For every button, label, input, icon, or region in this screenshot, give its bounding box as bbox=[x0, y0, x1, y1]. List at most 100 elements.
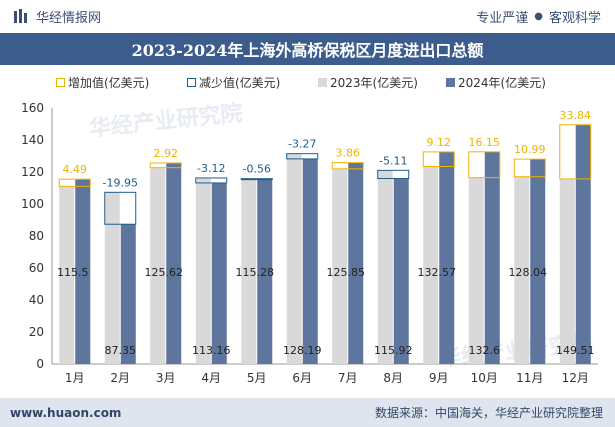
x-tick-label: 7月 bbox=[338, 371, 358, 385]
change-label: -19.95 bbox=[103, 176, 138, 189]
brand: 华经情报网 bbox=[14, 7, 101, 26]
bar-2024 bbox=[211, 182, 227, 364]
change-label: -3.27 bbox=[288, 138, 316, 151]
change-label: -5.11 bbox=[379, 154, 407, 167]
footer: www.huaon.com 数据来源：中国海关，华经产业研究院整理 bbox=[0, 398, 615, 427]
brand-logo-icon bbox=[14, 9, 27, 23]
bar-2023 bbox=[423, 166, 439, 364]
increase-box bbox=[331, 162, 364, 170]
increase-box bbox=[58, 178, 91, 187]
bar-2024 bbox=[575, 124, 591, 364]
bar-2024 bbox=[75, 179, 91, 364]
legend-item-increase: 增加值(亿美元) bbox=[56, 74, 149, 91]
legend-item-2024: 2024年(亿美元) bbox=[446, 74, 546, 91]
bar-2023 bbox=[241, 178, 257, 364]
bar-2024 bbox=[530, 159, 546, 364]
bar-2024 bbox=[439, 151, 455, 364]
legend-item-decrease: 减少值(亿美元) bbox=[187, 74, 280, 91]
bar-2023 bbox=[286, 153, 302, 364]
x-tick-label: 12月 bbox=[562, 371, 589, 385]
value-label-2024: 87.35 bbox=[105, 344, 137, 357]
value-label-2024: 128.19 bbox=[283, 344, 322, 357]
x-tick-label: 6月 bbox=[292, 371, 312, 385]
y-tick-label: 20 bbox=[29, 325, 44, 339]
bar-2023 bbox=[377, 170, 393, 364]
change-label: 10.99 bbox=[514, 143, 546, 156]
watermark-text: 华经产业研究院 bbox=[88, 100, 244, 142]
bar-2023 bbox=[514, 176, 530, 364]
bar-2024 bbox=[120, 224, 136, 364]
value-label-2024: 113.16 bbox=[192, 344, 231, 357]
bar-2023 bbox=[332, 168, 348, 364]
y-tick-label: 120 bbox=[21, 165, 44, 179]
y-tick-label: 160 bbox=[21, 101, 44, 115]
brand-name: 华经情报网 bbox=[36, 10, 102, 26]
increase-box bbox=[422, 151, 455, 167]
decrease-box bbox=[240, 178, 273, 181]
change-label: 4.49 bbox=[63, 163, 88, 176]
x-tick-label: 3月 bbox=[156, 371, 176, 385]
x-tick-label: 4月 bbox=[201, 371, 221, 385]
legend-label-2024: 2024年(亿美元) bbox=[458, 76, 546, 90]
bar-2023 bbox=[104, 192, 120, 364]
legend-swatch-2023 bbox=[318, 78, 327, 87]
bar-2024 bbox=[484, 151, 500, 364]
change-label: 9.12 bbox=[427, 136, 452, 149]
x-tick-label: 2月 bbox=[110, 371, 130, 385]
x-tick-label: 8月 bbox=[383, 371, 403, 385]
legend-label-2023: 2023年(亿美元) bbox=[330, 76, 418, 90]
value-label-2024: 115.92 bbox=[374, 344, 413, 357]
bar-2024 bbox=[302, 158, 318, 364]
decrease-box bbox=[377, 169, 410, 180]
legend-label-decrease: 减少值(亿美元) bbox=[199, 76, 281, 90]
value-label-2024: 115.28 bbox=[236, 266, 275, 279]
value-label-2024: 115.5 bbox=[57, 266, 89, 279]
y-tick-label: 100 bbox=[21, 197, 44, 211]
bar-2024 bbox=[348, 162, 364, 364]
bar-2023 bbox=[59, 186, 75, 364]
chart-legend: 增加值(亿美元) 减少值(亿美元) 2023年(亿美元) 2024年(亿美元) bbox=[0, 72, 615, 92]
value-label-2024: 132.6 bbox=[469, 344, 501, 357]
change-label: 2.92 bbox=[154, 147, 179, 160]
increase-box bbox=[513, 158, 546, 178]
y-tick-label: 140 bbox=[21, 133, 44, 147]
y-tick-label: 80 bbox=[29, 229, 44, 243]
increase-box bbox=[149, 162, 182, 169]
legend-swatch-decrease bbox=[187, 78, 196, 87]
y-tick-label: 60 bbox=[29, 261, 44, 275]
value-label-2024: 132.57 bbox=[418, 266, 457, 279]
bar-2024 bbox=[257, 179, 273, 364]
bar-chart: 华经产业研究院华经产业研究院0204060801001201401604.491… bbox=[21, 100, 598, 385]
increase-box bbox=[468, 151, 501, 179]
change-label: 3.86 bbox=[336, 147, 361, 160]
x-tick-label: 10月 bbox=[471, 371, 498, 385]
legend-item-2023: 2023年(亿美元) bbox=[318, 74, 418, 91]
x-tick-label: 11月 bbox=[516, 371, 543, 385]
slogan-dot: ● bbox=[534, 10, 543, 22]
x-tick-label: 1月 bbox=[65, 371, 85, 385]
bar-2024 bbox=[393, 178, 409, 364]
decrease-box bbox=[104, 191, 137, 225]
change-label: 33.84 bbox=[560, 109, 592, 122]
legend-swatch-2024 bbox=[446, 78, 455, 87]
bar-2023 bbox=[468, 177, 484, 364]
value-label-2024: 128.04 bbox=[509, 266, 548, 279]
bar-2023 bbox=[150, 167, 166, 364]
footer-source: 数据来源：中国海关，华经产业研究院整理 bbox=[374, 406, 603, 420]
slogan: 专业严谨 ● 客观科学 bbox=[476, 7, 601, 26]
bar-2024 bbox=[166, 163, 182, 364]
change-label: -0.56 bbox=[243, 163, 271, 176]
decrease-box bbox=[286, 153, 319, 160]
increase-box bbox=[559, 124, 592, 180]
x-tick-label: 9月 bbox=[429, 371, 449, 385]
footer-site: www.huaon.com bbox=[10, 405, 122, 420]
change-label: 16.15 bbox=[469, 136, 501, 149]
decrease-box bbox=[195, 177, 228, 184]
y-tick-label: 40 bbox=[29, 293, 44, 307]
legend-label-increase: 增加值(亿美元) bbox=[68, 76, 150, 90]
slogan-left: 专业严谨 bbox=[476, 10, 529, 26]
legend-swatch-increase bbox=[56, 78, 65, 87]
change-label: -3.12 bbox=[197, 162, 225, 175]
value-label-2024: 125.85 bbox=[327, 266, 366, 279]
bar-2023 bbox=[559, 178, 575, 364]
